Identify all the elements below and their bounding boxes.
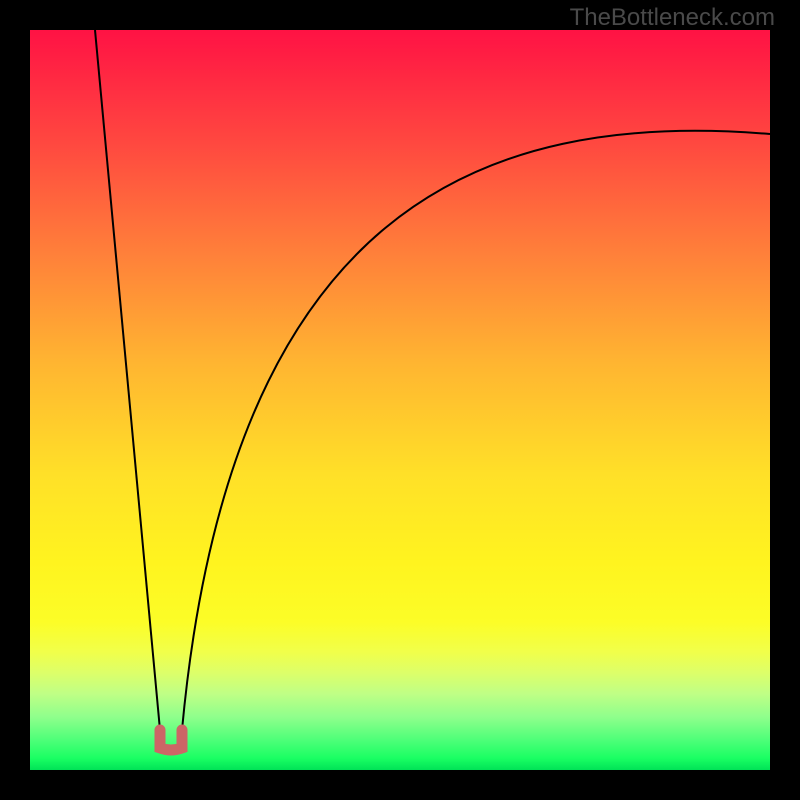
curve-left [95, 30, 160, 730]
watermark-text: TheBottleneck.com [570, 4, 775, 32]
curve-right [182, 131, 770, 730]
chart-frame: TheBottleneck.com [0, 0, 800, 800]
curve-dip [160, 730, 182, 750]
curves-svg [30, 30, 770, 770]
plot-area [30, 30, 770, 770]
